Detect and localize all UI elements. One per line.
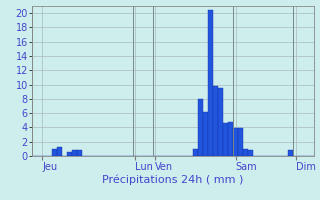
Bar [228,122,233,156]
Bar [52,149,57,156]
Bar [243,149,248,156]
Bar [248,150,253,156]
Bar [77,150,82,156]
Bar [288,150,293,156]
Bar [67,152,72,156]
Bar [208,10,213,156]
Bar [198,99,203,156]
Bar [238,128,243,156]
Bar [233,128,238,156]
Bar [203,112,208,156]
Bar [57,147,62,156]
Bar [218,88,223,156]
X-axis label: Précipitations 24h ( mm ): Précipitations 24h ( mm ) [102,174,244,185]
Bar [213,86,218,156]
Bar [223,123,228,156]
Bar [72,150,77,156]
Bar [193,149,198,156]
